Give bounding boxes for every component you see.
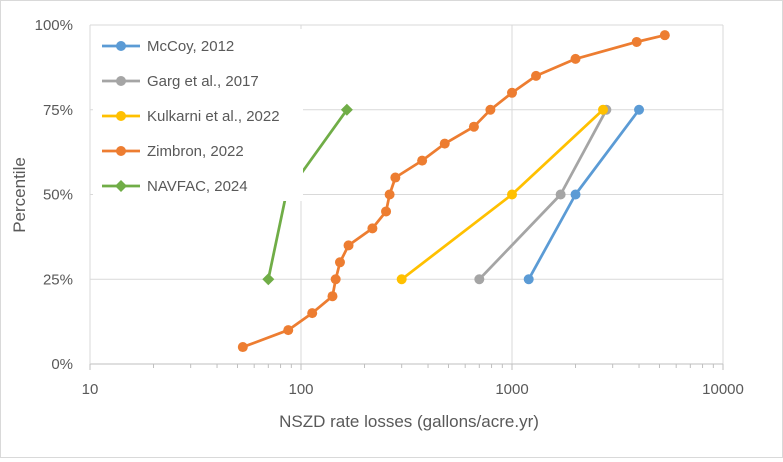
data-point-zimbron-2022 [507,87,517,98]
legend-swatch-marker [116,41,126,51]
x-tick-label: 100 [288,381,313,398]
data-point-zimbron-2022 [327,291,338,302]
data-point-kulkarni-et-al-2022 [598,104,609,115]
y-tick-label: 100% [35,17,73,34]
legend-entry-navfac-2024: NAVFAC, 2024 [147,178,248,195]
data-point-zimbron-2022 [485,104,496,115]
data-point-zimbron-2022 [439,138,450,149]
data-point-zimbron-2022 [468,121,479,132]
data-point-zimbron-2022 [570,53,581,64]
data-point-zimbron-2022 [381,206,392,217]
series-plot [237,30,670,353]
series-line-zimbron-2022 [242,33,666,349]
data-point-zimbron-2022 [659,30,670,41]
y-tick-label: 0% [51,356,73,373]
legend-swatch-marker [116,111,126,121]
data-point-garg-et-al-2017 [555,189,566,200]
data-point-mccoy-2012 [523,274,534,285]
legend-entry-mccoy-2012: McCoy, 2012 [147,38,234,55]
data-point-zimbron-2022 [237,342,248,353]
legend-entry-zimbron-2022: Zimbron, 2022 [147,143,244,160]
legend-entry-kulkarni-et-al-2022: Kulkarni et al., 2022 [147,108,280,125]
x-tick-label: 1000 [495,381,528,398]
y-tick-label: 25% [43,271,73,288]
data-point-zimbron-2022 [330,274,341,285]
legend-swatch-marker [116,76,126,86]
data-point-mccoy-2012 [634,104,645,115]
y-tick-label: 50% [43,187,73,204]
legend: McCoy, 2012 Garg et al., 2017 Kulkarni et … [93,29,303,201]
data-point-mccoy-2012 [570,189,581,200]
y-axis-title: Percentile [10,157,29,233]
data-point-zimbron-2022 [531,70,542,81]
data-point-navfac-2024 [340,103,353,116]
data-point-zimbron-2022 [343,240,354,251]
data-point-garg-et-al-2017 [474,274,485,285]
data-point-zimbron-2022 [334,257,345,268]
data-point-zimbron-2022 [384,189,395,200]
x-tick-label: 10000 [702,381,744,398]
data-point-zimbron-2022 [631,36,642,47]
x-axis-title: NSZD rate losses (gallons/acre.yr) [279,412,539,431]
legend-swatch-marker [116,146,126,156]
data-point-zimbron-2022 [417,155,428,166]
data-point-zimbron-2022 [367,223,378,234]
data-point-zimbron-2022 [283,325,294,336]
data-point-kulkarni-et-al-2022 [507,189,517,200]
legend-swatch-marker [115,180,127,192]
x-tick-label: 10 [82,381,99,398]
data-point-navfac-2024 [262,273,275,286]
data-point-zimbron-2022 [307,308,318,319]
legend-entry-garg-et-al-2017: Garg et al., 2017 [147,73,259,90]
axes: 0% 25% 50% 75% 100% 10 100 1000 10000 [35,17,744,398]
data-point-kulkarni-et-al-2022 [396,274,407,285]
data-point-zimbron-2022 [390,172,401,183]
y-tick-label: 75% [43,102,73,119]
